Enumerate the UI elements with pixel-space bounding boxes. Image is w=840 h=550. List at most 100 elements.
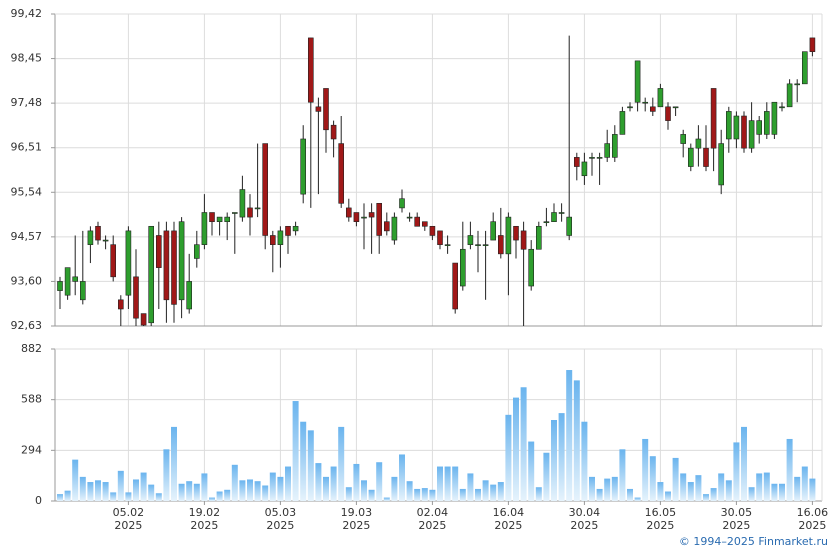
volume-bar	[794, 476, 801, 501]
candle-body	[551, 212, 557, 222]
candle-body	[307, 37, 314, 103]
candle-body	[627, 106, 633, 109]
candle-body	[315, 106, 322, 112]
volume-bar	[361, 480, 367, 501]
volume-bar	[300, 421, 307, 501]
volume-bar	[345, 487, 352, 501]
candle-body	[558, 212, 565, 214]
candle-body	[725, 111, 732, 140]
volume-bar	[193, 483, 200, 501]
volume-bar	[231, 464, 238, 501]
candle-body	[596, 157, 603, 159]
candle-body	[414, 216, 421, 227]
volume-bar	[376, 462, 383, 501]
candle-body	[642, 101, 649, 104]
volume-bar	[642, 438, 649, 501]
candle-body	[665, 106, 671, 121]
candle-body	[680, 134, 687, 144]
volume-bar	[687, 482, 694, 501]
y-tick-label: 93,60	[11, 274, 43, 287]
candle-body	[756, 120, 763, 135]
volume-bar	[87, 482, 94, 501]
candle-body	[361, 216, 367, 219]
volume-bar	[178, 483, 185, 501]
candle-body	[254, 207, 261, 210]
volume-bar	[399, 454, 405, 501]
volume-bar	[513, 397, 519, 501]
volume-bar	[551, 420, 557, 501]
volume-bar	[596, 488, 603, 501]
volume-bar	[566, 370, 573, 501]
volume-bar	[520, 387, 527, 501]
volume-bar	[604, 478, 611, 501]
candle-body	[110, 244, 116, 278]
candle-body	[285, 225, 291, 236]
volume-bar	[102, 482, 109, 501]
y-tick-label: 882	[21, 342, 42, 355]
volume-bar	[414, 488, 421, 501]
candle-body	[748, 120, 755, 149]
volume-bar	[573, 380, 580, 501]
candle-body	[232, 212, 238, 214]
candle-body	[452, 262, 459, 310]
candle-body	[292, 225, 299, 232]
candle-body	[345, 207, 352, 218]
volume-bar	[133, 479, 139, 501]
y-tick-label: 96,51	[11, 141, 43, 154]
candle-body	[391, 216, 398, 241]
volume-bar	[733, 442, 740, 501]
candle-body	[323, 88, 329, 131]
candle-body	[399, 198, 405, 209]
volume-bar	[79, 476, 86, 501]
candle-body	[482, 244, 489, 246]
candle-body	[528, 248, 535, 287]
volume-bar	[262, 485, 269, 501]
volume-bar	[444, 466, 451, 501]
volume-bar	[421, 488, 428, 501]
candle-body	[741, 115, 747, 149]
candle-body	[649, 106, 656, 112]
candle-body	[779, 106, 785, 109]
volume-bar	[665, 491, 671, 501]
candle-body	[163, 230, 170, 301]
volume-bar	[201, 473, 208, 501]
candle-body	[277, 230, 284, 245]
candle-body	[490, 221, 497, 241]
volume-bar	[497, 482, 504, 501]
volume-bar	[285, 466, 291, 501]
volume-bar	[718, 473, 725, 501]
candle-body	[353, 212, 360, 222]
candle-body	[383, 221, 390, 232]
candle-body	[156, 235, 162, 268]
volume-bar	[315, 463, 322, 501]
candle-body	[475, 244, 481, 246]
candle-body	[247, 207, 253, 218]
x-tick-label: 30.04 2025	[568, 506, 601, 532]
volume-bar	[467, 473, 474, 501]
volume-bar	[95, 480, 101, 501]
candle-body	[194, 244, 200, 259]
volume-bar	[216, 491, 223, 501]
volume-bar	[475, 488, 481, 501]
candle-body	[573, 157, 580, 167]
candle-body	[467, 235, 474, 245]
candle-body	[672, 106, 679, 109]
volume-bar	[140, 472, 147, 501]
volume-bar	[57, 494, 63, 501]
candle-body	[330, 124, 337, 140]
y-tick-label: 94,57	[11, 230, 43, 243]
volume-bar	[239, 480, 246, 501]
volume-bar	[763, 472, 770, 501]
candle-body	[148, 225, 154, 324]
candle-body	[201, 212, 208, 245]
volume-bar	[725, 480, 732, 501]
candle-body	[703, 147, 709, 167]
candle-body	[581, 161, 588, 177]
candle-body	[421, 221, 428, 227]
candle-body	[604, 143, 611, 158]
volume-bar	[741, 426, 747, 501]
volume-bar	[482, 480, 489, 501]
x-tick-label: 16.05 2025	[644, 506, 677, 532]
candle-body	[262, 143, 269, 236]
